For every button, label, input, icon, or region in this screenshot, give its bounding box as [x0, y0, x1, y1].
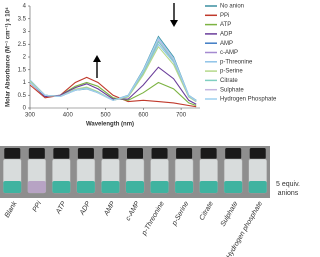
- vial-cap: [151, 148, 168, 159]
- legend-label: Sulphate: [220, 87, 244, 93]
- vial-cap: [200, 148, 217, 159]
- x-tick-label: 600: [138, 113, 149, 119]
- legend-label: ATP: [220, 22, 231, 28]
- legend-label: ADP: [220, 31, 232, 37]
- vial-cap: [4, 148, 21, 159]
- vial-liquid: [175, 181, 194, 193]
- x-tick-label: 300: [25, 113, 36, 119]
- legend-label: No anion: [220, 4, 244, 10]
- vial-cap: [77, 148, 94, 159]
- vial-label: PPi: [32, 200, 44, 213]
- vial-liquid: [199, 181, 218, 193]
- vial-cap: [127, 148, 143, 159]
- x-axis-label: Wavelength (nm): [86, 122, 134, 128]
- y-tick-label: 1: [23, 80, 27, 86]
- legend-label: c-AMP: [220, 50, 238, 56]
- vial-liquid: [224, 181, 243, 193]
- vial-liquid: [52, 181, 71, 193]
- vial-cap: [249, 148, 266, 159]
- series-line: [29, 66, 197, 105]
- legend-label: p-Serine: [220, 69, 243, 75]
- vial-cap: [176, 148, 193, 159]
- vial-liquid: [76, 181, 95, 193]
- x-tick-label: 500: [101, 113, 112, 119]
- vial-liquid: [3, 181, 22, 193]
- x-tick-label: 400: [63, 113, 74, 119]
- x-tick-label: 700: [176, 113, 187, 119]
- vial-liquid: [27, 181, 46, 193]
- vial-liquid: [101, 181, 120, 193]
- y-tick-label: 2: [23, 55, 27, 61]
- y-tick-label: 3.5: [18, 16, 27, 22]
- y-tick-label: 2.5: [18, 42, 27, 48]
- y-tick-label: 4: [23, 4, 27, 10]
- y-axis-label: Molar Absorbance (M⁻¹ cm⁻¹) x 10⁴: [5, 7, 12, 107]
- arrow-up: [93, 55, 101, 78]
- vial-liquid: [248, 181, 267, 193]
- legend-label: p-Threonine: [220, 59, 253, 65]
- arrow-down: [170, 3, 178, 27]
- vial-cap: [53, 148, 70, 159]
- y-tick-label: 0.5: [18, 93, 27, 99]
- note: 5 equiv.: [276, 181, 300, 188]
- legend-label: AMP: [220, 41, 233, 47]
- note: anions: [278, 190, 299, 197]
- legend-label: PPi: [220, 13, 229, 19]
- vial-liquid: [126, 181, 144, 193]
- vial-cap: [225, 148, 242, 159]
- legend-label: Citrate: [220, 78, 238, 84]
- vial-cap: [102, 148, 119, 159]
- vial-cap: [28, 148, 45, 159]
- series-line: [29, 36, 197, 102]
- y-tick-label: 3: [23, 29, 27, 35]
- legend-label: Hydrogen Phosphate: [220, 97, 277, 103]
- y-tick-label: 1.5: [18, 67, 27, 73]
- vial-liquid: [150, 181, 169, 193]
- y-tick-label: 0: [23, 106, 27, 112]
